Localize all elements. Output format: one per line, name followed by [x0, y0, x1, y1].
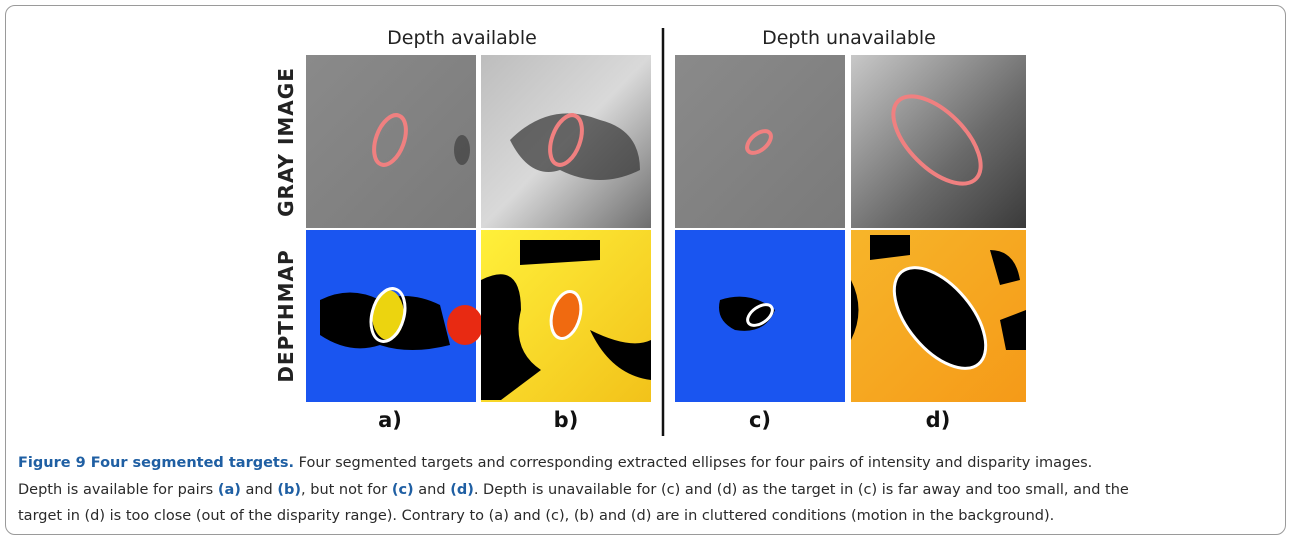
caption-text: (b) — [277, 482, 301, 498]
panel-label: a) — [378, 408, 402, 432]
caption-text: Four segmented targets and corresponding… — [294, 455, 1092, 471]
caption-text: Depth is available for pairs — [18, 482, 218, 498]
caption-line: target in (d) is too close (out of the d… — [18, 508, 1054, 524]
caption-line: Depth is available for pairs (a) and (b)… — [18, 482, 1129, 498]
panel-label: d) — [926, 408, 951, 432]
page: Depth available Depth unavailable GRAY I… — [0, 0, 1291, 540]
caption-text: (a) — [218, 482, 241, 498]
row-label: DEPTHMAP — [274, 249, 298, 382]
caption-text: (d) — [450, 482, 474, 498]
caption-text: and — [241, 482, 278, 498]
caption-text: and — [414, 482, 451, 498]
panel-label: c) — [749, 408, 771, 432]
caption-text: . Depth is unavailable for (c) and (d) a… — [474, 482, 1129, 498]
panel-b — [481, 55, 651, 402]
row-label: GRAY IMAGE — [274, 67, 298, 217]
panel-label: b) — [554, 408, 579, 432]
column-heading: Depth available — [387, 27, 537, 49]
caption-text: (c) — [392, 482, 414, 498]
panel-a — [306, 55, 483, 402]
caption-text: target in (d) is too close (out of the d… — [18, 508, 1054, 524]
caption-text: , but not for — [301, 482, 392, 498]
caption-text: Figure 9 Four segmented targets. — [18, 455, 294, 471]
panel-d — [851, 55, 1026, 402]
column-heading: Depth unavailable — [762, 27, 936, 49]
caption-line: Figure 9 Four segmented targets. Four se… — [18, 455, 1092, 471]
panel-c — [675, 55, 845, 402]
